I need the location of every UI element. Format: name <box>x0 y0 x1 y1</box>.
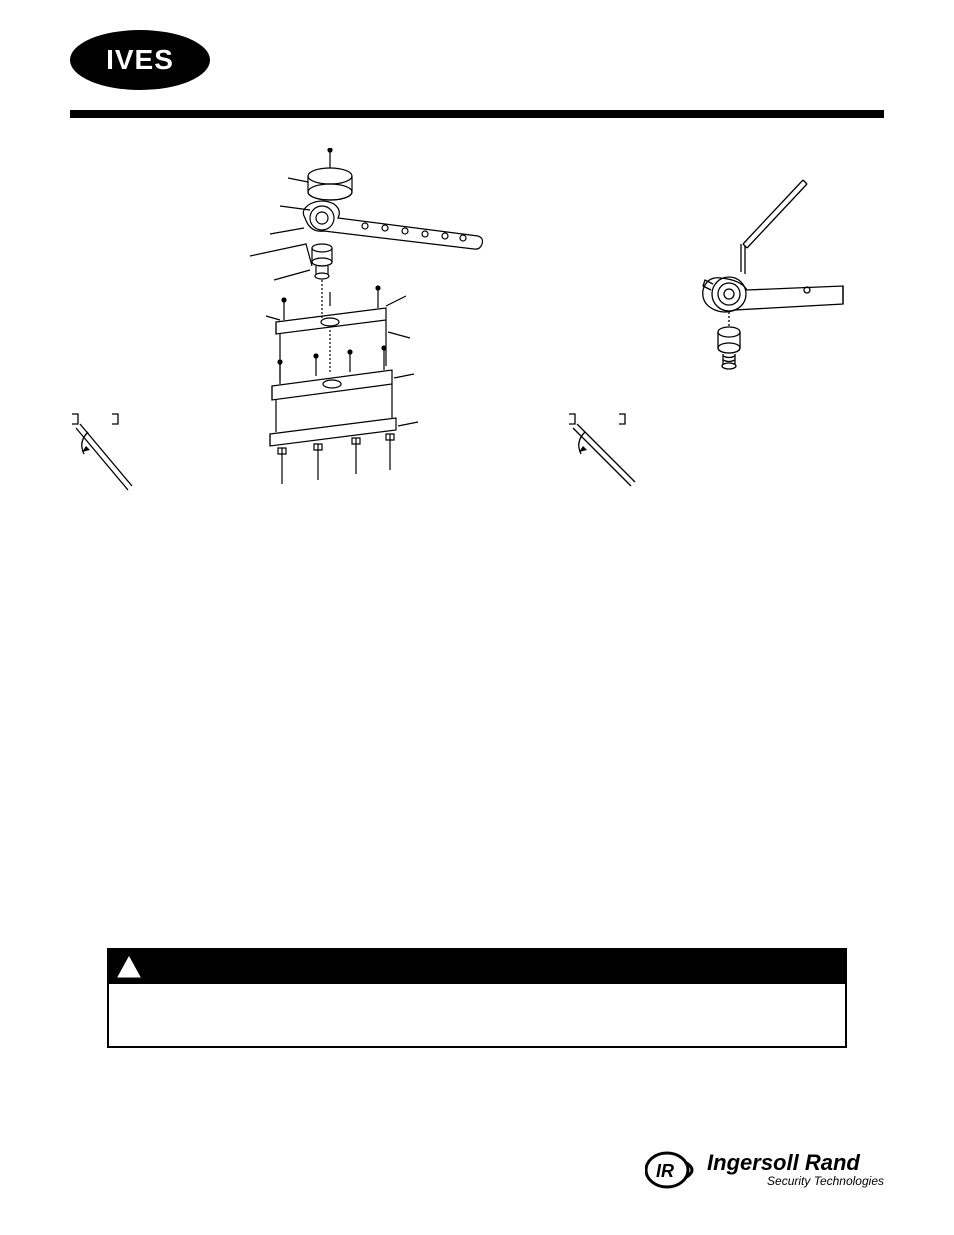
ir-logo-mark: IR <box>645 1150 699 1190</box>
caution-body <box>109 984 845 1046</box>
exploded-assembly-diagram <box>180 148 500 528</box>
callout-bracket-right <box>557 408 647 498</box>
footer-company-name: Ingersoll Rand <box>707 1150 884 1176</box>
caution-box <box>107 948 847 1048</box>
svg-text:IR: IR <box>656 1161 674 1181</box>
brand-logo: IVES <box>70 30 210 90</box>
callout-bracket-left <box>60 408 150 498</box>
assembly-detail-diagram <box>657 178 877 378</box>
footer-logo: IR Ingersoll Rand Security Technologies <box>645 1150 884 1190</box>
footer-division: Security Technologies <box>767 1174 884 1188</box>
brand-logo-text: IVES <box>106 44 174 76</box>
warning-triangle-icon <box>117 956 141 978</box>
header-rule <box>70 110 884 118</box>
caution-header <box>109 950 845 984</box>
